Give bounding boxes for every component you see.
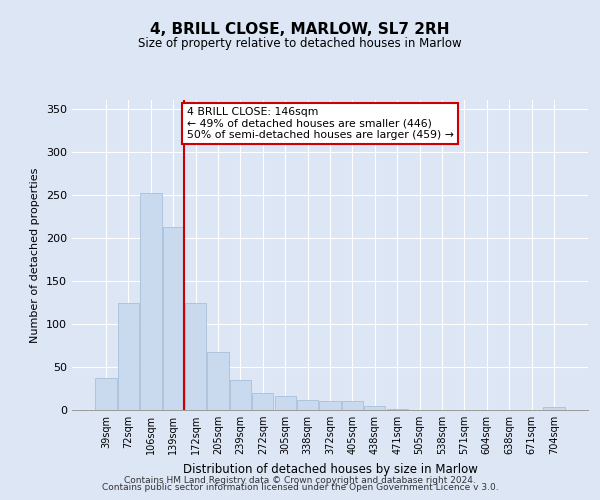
Bar [252,393,274,410]
Text: 4, BRILL CLOSE, MARLOW, SL7 2RH: 4, BRILL CLOSE, MARLOW, SL7 2RH [150,22,450,38]
Bar [275,396,296,410]
Bar [185,303,206,410]
Bar [342,402,363,410]
Text: 4 BRILL CLOSE: 146sqm
← 49% of detached houses are smaller (446)
50% of semi-det: 4 BRILL CLOSE: 146sqm ← 49% of detached … [187,107,454,140]
Bar [140,193,161,410]
Y-axis label: Number of detached properties: Number of detached properties [31,168,40,342]
Bar [297,400,318,410]
Bar [208,352,229,410]
Bar [386,409,408,410]
Bar [163,228,184,410]
Bar [319,402,341,410]
X-axis label: Distribution of detached houses by size in Marlow: Distribution of detached houses by size … [182,462,478,475]
Bar [364,406,385,410]
Text: Contains public sector information licensed under the Open Government Licence v : Contains public sector information licen… [101,484,499,492]
Bar [543,406,565,410]
Bar [230,380,251,410]
Bar [118,303,139,410]
Text: Size of property relative to detached houses in Marlow: Size of property relative to detached ho… [138,38,462,51]
Text: Contains HM Land Registry data © Crown copyright and database right 2024.: Contains HM Land Registry data © Crown c… [124,476,476,485]
Bar [95,378,117,410]
